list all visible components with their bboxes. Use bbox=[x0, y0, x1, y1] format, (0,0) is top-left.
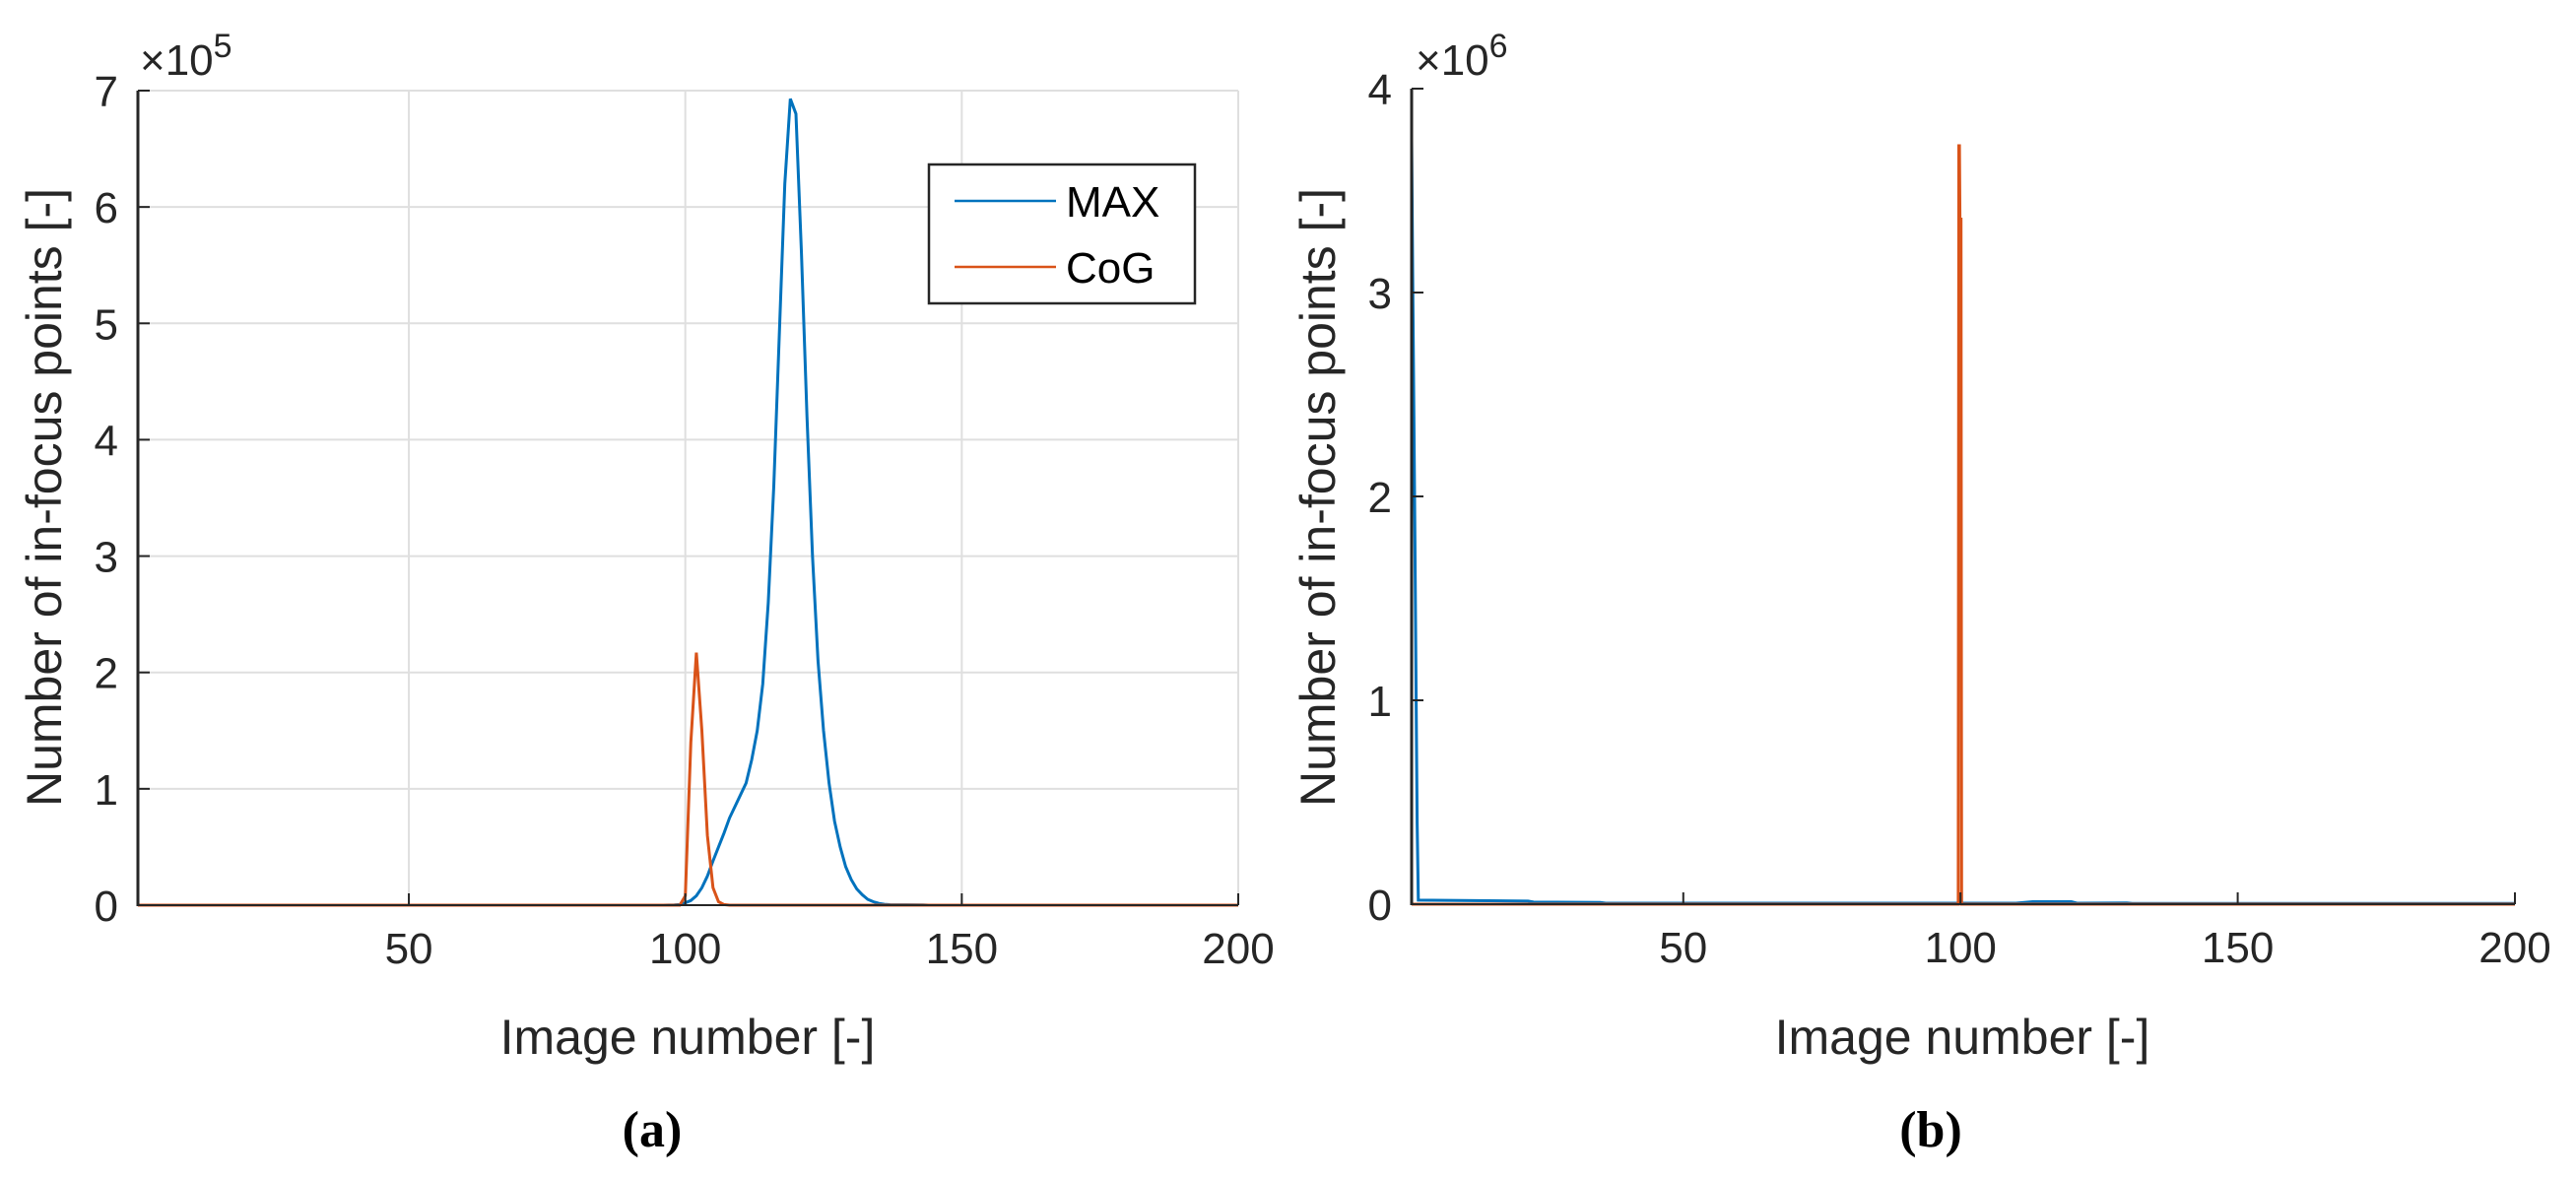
x-tick-label: 200 bbox=[1202, 925, 1274, 973]
series-line-max bbox=[138, 98, 1238, 907]
x-axis-label-b: Image number [-] bbox=[1775, 1010, 2150, 1065]
caption-b: (b) bbox=[1899, 1102, 1962, 1158]
x-axis-label-a: Image number [-] bbox=[500, 1010, 876, 1065]
axes-a bbox=[136, 91, 1238, 906]
legend-label-max: MAX bbox=[1066, 178, 1159, 227]
x-tick-label: 50 bbox=[385, 925, 433, 973]
y-tick-label: 2 bbox=[95, 650, 118, 698]
y-tick-label: 1 bbox=[1368, 678, 1392, 726]
y-tick-label: 5 bbox=[95, 300, 118, 349]
y-tick-label: 0 bbox=[1368, 882, 1392, 930]
ticks-b: 50 100 150 200 0 1 2 3 4 bbox=[1368, 66, 2551, 972]
panel-b: 50 100 150 200 0 1 2 3 4 ×106 Image number [-] N… bbox=[1290, 28, 2551, 1158]
y-tick-label: 0 bbox=[95, 883, 118, 931]
y-tick-label: 4 bbox=[95, 417, 118, 465]
y-tick-label: 2 bbox=[1368, 474, 1392, 522]
ticks-a: 50 100 150 200 0 1 2 3 4 5 6 7 bbox=[95, 68, 1275, 973]
y-tick-label: 4 bbox=[1368, 66, 1392, 114]
x-tick-label: 100 bbox=[649, 925, 721, 973]
y-exponent-a: ×105 bbox=[140, 28, 232, 85]
series-line-cog bbox=[138, 652, 1238, 907]
y-tick-label: 3 bbox=[1368, 270, 1392, 318]
y-tick-label: 1 bbox=[95, 766, 118, 815]
x-tick-label: 150 bbox=[2202, 924, 2274, 972]
panel-a: 50 100 150 200 0 1 2 3 4 5 6 7 ×105 Image number [-… bbox=[17, 28, 1275, 1158]
x-tick-label: 50 bbox=[1659, 924, 1707, 972]
legend-label-cog: CoG bbox=[1066, 244, 1155, 293]
y-tick-label: 3 bbox=[95, 534, 118, 582]
y-exponent-b: ×106 bbox=[1416, 28, 1508, 85]
axes-b bbox=[1410, 89, 2515, 905]
x-tick-label: 100 bbox=[1924, 924, 1996, 972]
y-axis-label-a: Number of in-focus points [-] bbox=[17, 188, 72, 807]
x-tick-label: 200 bbox=[2478, 924, 2550, 972]
x-tick-label: 150 bbox=[926, 925, 998, 973]
series-line-cog bbox=[1412, 144, 2515, 906]
y-tick-label: 7 bbox=[95, 68, 118, 116]
y-axis-label-b: Number of in-focus points [-] bbox=[1290, 188, 1346, 807]
series-line-max bbox=[1410, 139, 2515, 905]
caption-a: (a) bbox=[623, 1102, 683, 1158]
y-tick-label: 6 bbox=[95, 184, 118, 232]
legend-box bbox=[927, 163, 1197, 305]
legend: MAX CoG bbox=[927, 163, 1197, 305]
series-b bbox=[1410, 139, 2515, 906]
